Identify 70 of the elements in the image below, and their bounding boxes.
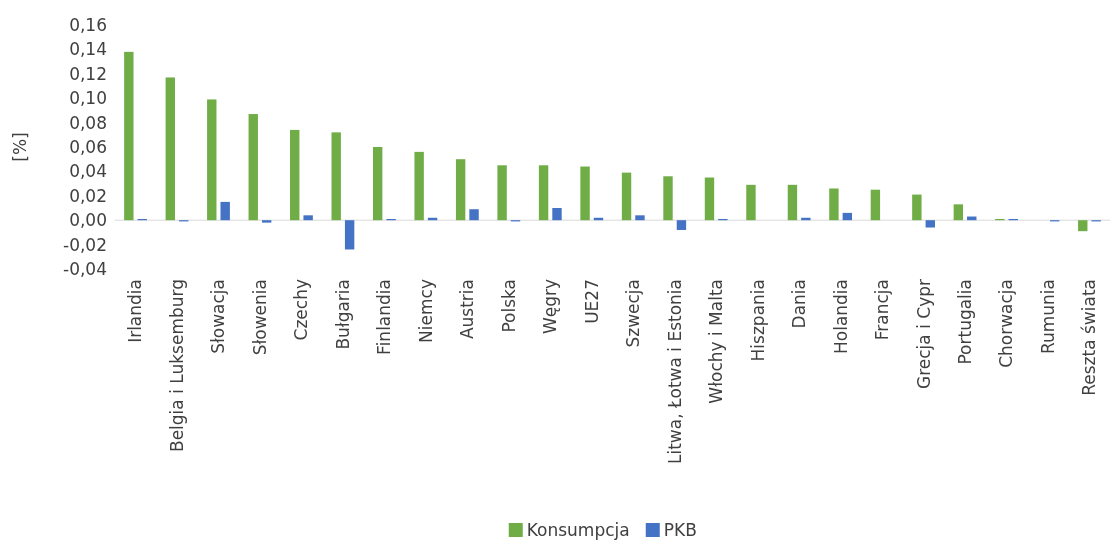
x-tick-label: Dania [789, 279, 810, 329]
y-tick-label: -0,04 [63, 258, 107, 279]
y-tick-label: 0,14 [69, 39, 107, 60]
x-tick-label: Austria [457, 279, 478, 340]
bar [580, 166, 590, 221]
bar [261, 220, 272, 223]
bar [704, 177, 715, 221]
y-tick-label: -0,02 [63, 234, 107, 255]
bar [372, 147, 383, 221]
bar [912, 194, 922, 221]
x-tick-label: Portugalia [954, 279, 975, 365]
x-tick-label: Chorwacja [996, 279, 1017, 368]
bar [746, 184, 756, 221]
x-tick-label: Niemcy [415, 279, 436, 343]
x-tick-label: Hiszpania [747, 279, 768, 362]
x-tick-label: Irlandia [125, 279, 146, 343]
x-tick-label: Bułgaria [332, 279, 353, 350]
y-tick-label: 0,06 [69, 136, 107, 157]
bar [220, 201, 230, 221]
x-tick-label: Grecja i Cypr [913, 279, 934, 389]
x-tick-label: Czechy [291, 279, 312, 341]
y-tick-label: 0,02 [69, 185, 107, 206]
y-tick-label: 0,04 [69, 161, 107, 182]
bar [870, 189, 881, 221]
y-tick-label: 0,10 [69, 88, 107, 109]
bar [1078, 220, 1088, 232]
bar [124, 51, 134, 221]
x-tick-label: Rumunia [1037, 279, 1058, 355]
bar [953, 204, 964, 221]
y-tick-label: 0,16 [69, 14, 107, 35]
y-tick-label: 0,08 [69, 112, 107, 133]
bar [290, 129, 300, 221]
x-tick-label: Francja [872, 279, 893, 341]
x-tick-label: Litwa, Łotwa i Estonia [664, 279, 685, 465]
legend-label: Konsumpcja [526, 519, 630, 540]
bar [621, 172, 632, 221]
x-tick-label: Holandia [830, 279, 851, 355]
x-tick-label: Finlandia [374, 279, 395, 355]
bar [248, 114, 258, 221]
bar [552, 208, 562, 221]
bar [331, 132, 341, 221]
bar [165, 77, 175, 221]
x-tick-label: Reszta świata [1079, 279, 1100, 396]
x-tick-label: Włochy i Malta [706, 279, 727, 404]
bar [538, 165, 549, 221]
bar [344, 220, 355, 250]
bar [676, 220, 687, 230]
y-tick-label: 0,00 [69, 210, 107, 231]
bar [842, 212, 853, 221]
x-tick-label: Polska [498, 279, 519, 333]
x-tick-label: Belgia i Luksemburg [166, 279, 187, 453]
bar [925, 220, 935, 228]
x-tick-label: Słowenia [249, 279, 270, 356]
bar [303, 215, 313, 221]
x-tick-label: Węgry [540, 279, 561, 335]
bar [207, 99, 217, 221]
bar [829, 188, 839, 221]
bar [663, 176, 673, 221]
bar [787, 184, 798, 221]
x-tick-label: UE27 [581, 279, 602, 324]
bar [455, 159, 466, 221]
bar [635, 215, 645, 221]
bar [469, 209, 479, 221]
y-tick-label: 0,12 [69, 63, 107, 84]
x-tick-label: Słowacja [208, 279, 229, 354]
legend-label: PKB [663, 519, 697, 540]
y-axis-title: [%] [10, 132, 30, 162]
bar [497, 165, 507, 221]
x-tick-label: Szwecja [623, 279, 644, 348]
bar [414, 151, 424, 221]
